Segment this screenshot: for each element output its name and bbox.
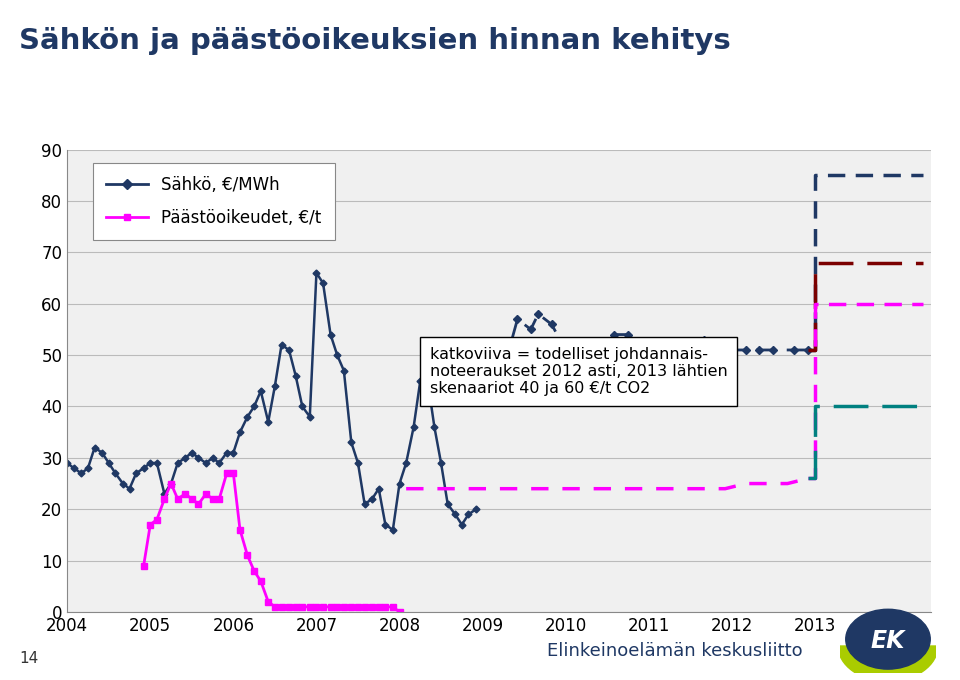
Circle shape	[846, 609, 930, 669]
Text: 14: 14	[19, 651, 38, 666]
Text: Sähkön ja päästöoikeuksien hinnan kehitys: Sähkön ja päästöoikeuksien hinnan kehity…	[19, 27, 731, 55]
Text: Elinkeinoelämän keskusliitto: Elinkeinoelämän keskusliitto	[547, 642, 803, 660]
Wedge shape	[838, 646, 938, 680]
Legend: Sähkö, €/MWh, Päästöoikeudet, €/t: Sähkö, €/MWh, Päästöoikeudet, €/t	[93, 163, 335, 240]
Text: EK: EK	[871, 628, 905, 653]
Text: katkoviiva = todelliset johdannais-
noteeraukset 2012 asti, 2013 lähtien
skenaar: katkoviiva = todelliset johdannais- note…	[430, 347, 728, 396]
